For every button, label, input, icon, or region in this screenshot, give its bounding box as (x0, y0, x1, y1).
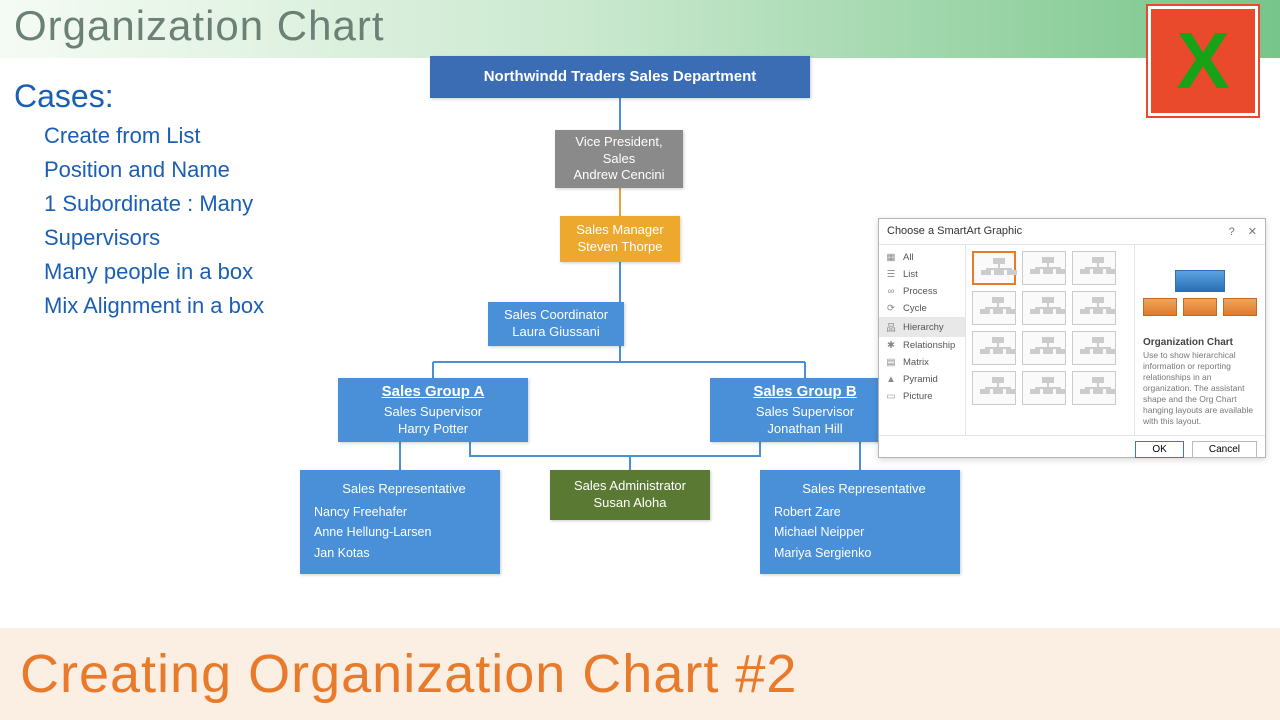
org-node-repB: Sales RepresentativeRobert ZareMichael N… (760, 470, 960, 574)
org-node-admin: Sales AdministratorSusan Aloha (550, 470, 710, 520)
footer-band: Creating Organization Chart #2 (0, 628, 1280, 720)
footer-title: Creating Organization Chart #2 (20, 643, 797, 705)
smartart-thumbnail[interactable] (1022, 251, 1066, 285)
org-node-mgr: Sales ManagerSteven Thorpe (560, 216, 680, 262)
smartart-thumbnail[interactable] (972, 371, 1016, 405)
org-node-root: Northwindd Traders Sales Department (430, 56, 810, 98)
smartart-category-list[interactable]: ☰List (879, 266, 965, 283)
cancel-button[interactable]: Cancel (1192, 441, 1257, 458)
smartart-preview-title: Organization Chart (1143, 337, 1257, 348)
org-node-repA: Sales RepresentativeNancy FreehaferAnne … (300, 470, 500, 574)
smartart-category-matrix[interactable]: ▤Matrix (879, 354, 965, 371)
smartart-thumbnail[interactable] (1022, 371, 1066, 405)
org-node-groupA: Sales Group ASales SupervisorHarry Potte… (338, 378, 528, 442)
ok-button[interactable]: OK (1135, 441, 1183, 458)
smartart-dialog: Choose a SmartArt Graphic ? ✕ ▦All☰List∞… (878, 218, 1266, 458)
smartart-dialog-title: Choose a SmartArt Graphic (887, 225, 1022, 238)
close-icon[interactable]: ✕ (1248, 226, 1257, 238)
smartart-category-hierarchy[interactable]: 品Hierarchy (879, 317, 965, 337)
smartart-thumbnail[interactable] (1022, 331, 1066, 365)
smartart-category-relationship[interactable]: ✱Relationship (879, 337, 965, 354)
org-node-coord: Sales CoordinatorLaura Giussani (488, 302, 624, 346)
smartart-category-picture[interactable]: ▭Picture (879, 388, 965, 405)
smartart-category-all[interactable]: ▦All (879, 249, 965, 266)
smartart-thumbnail[interactable] (972, 291, 1016, 325)
smartart-category-cycle[interactable]: ⟳Cycle (879, 300, 965, 317)
smartart-preview: Organization Chart Use to show hierarchi… (1134, 245, 1265, 435)
smartart-category-process[interactable]: ∞Process (879, 283, 965, 300)
smartart-thumbnail[interactable] (972, 251, 1016, 285)
smartart-preview-desc: Use to show hierarchical information or … (1143, 350, 1257, 427)
org-node-vp: Vice President,SalesAndrew Cencini (555, 130, 683, 188)
logo-letter: X (1176, 15, 1229, 107)
smartart-thumbnail[interactable] (1072, 251, 1116, 285)
smartart-thumbnail[interactable] (1072, 371, 1116, 405)
smartart-thumbnails (966, 245, 1134, 435)
smartart-category-list: ▦All☰List∞Process⟳Cycle品Hierarchy✱Relati… (879, 245, 966, 435)
logo: X (1148, 6, 1258, 116)
smartart-thumbnail[interactable] (1072, 331, 1116, 365)
org-node-groupB: Sales Group BSales SupervisorJonathan Hi… (710, 378, 900, 442)
smartart-thumbnail[interactable] (1072, 291, 1116, 325)
smartart-thumbnail[interactable] (1022, 291, 1066, 325)
smartart-category-pyramid[interactable]: ▲Pyramid (879, 371, 965, 388)
help-icon[interactable]: ? (1229, 226, 1235, 238)
smartart-thumbnail[interactable] (972, 331, 1016, 365)
page-title: Organization Chart (14, 2, 385, 50)
